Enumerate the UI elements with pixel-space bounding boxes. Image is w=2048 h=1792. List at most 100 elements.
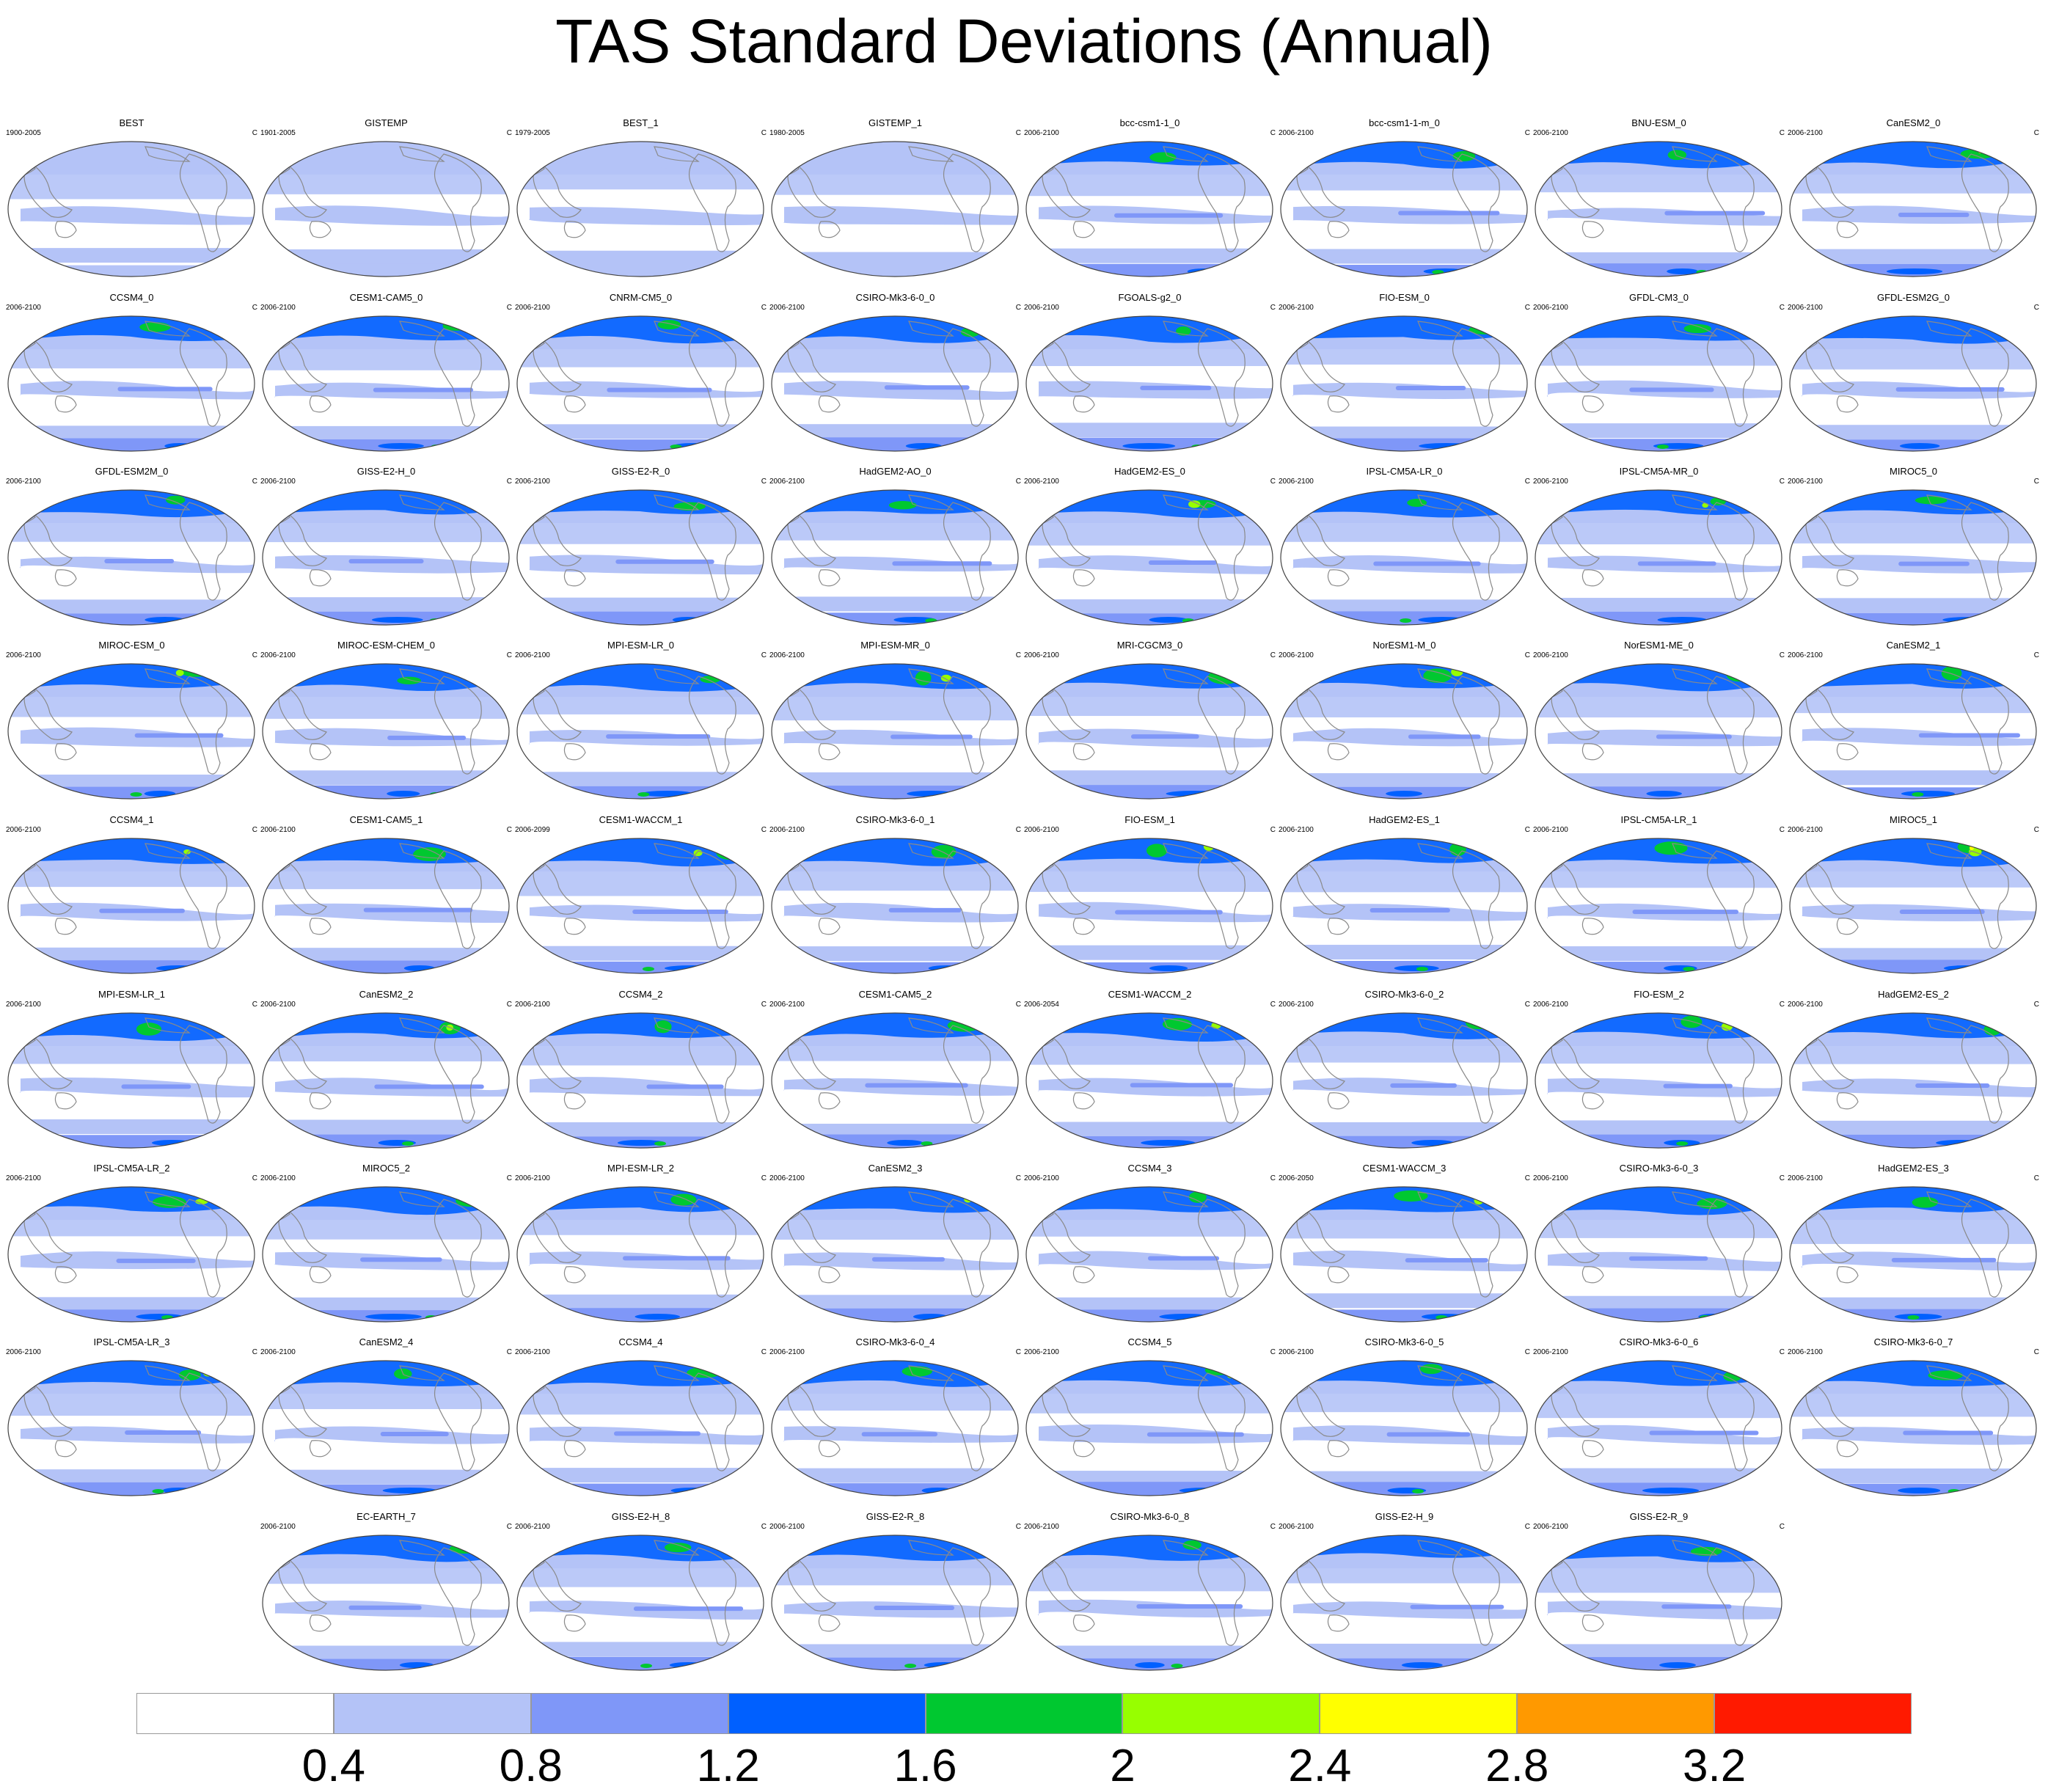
globe-map	[516, 663, 764, 800]
globe-map	[1280, 1535, 1528, 1671]
panel-title: GISS-E2-H_8	[611, 1511, 670, 1522]
panel-period: 1900-2005	[6, 129, 41, 137]
panel-period: 1980-2005	[769, 129, 805, 137]
colorbar	[136, 1693, 1912, 1734]
globe-map	[1280, 838, 1528, 974]
panel-period: 2006-2100	[260, 1348, 296, 1356]
panel-period: 2006-2100	[260, 826, 296, 834]
panel-title: HadGEM2-AO_0	[859, 466, 932, 477]
map-panel: 2006-2054 CESM1-WACCM_2 C	[1024, 989, 1276, 1150]
panel-period: 2006-2100	[1533, 1174, 1568, 1182]
panel-period: 2006-2100	[769, 304, 805, 312]
panel-period: 2006-2100	[1279, 129, 1314, 137]
map-panel: 2006-2100 GFDL-ESM2M_0 C	[6, 466, 257, 627]
globe-map	[262, 1012, 510, 1149]
panel-period: 2006-2100	[260, 651, 296, 659]
panel-title: MPI-ESM-LR_0	[607, 640, 675, 651]
map-panel: 2006-2100 CCSM4_0 C	[6, 292, 257, 453]
panel-period: 2006-2100	[6, 651, 41, 659]
globe-map	[771, 1360, 1019, 1496]
colorbar-segment	[530, 1693, 728, 1734]
panel-units: C	[252, 651, 257, 659]
panel-title: HadGEM2-ES_1	[1369, 814, 1440, 825]
globe-map	[262, 1360, 510, 1496]
panel-title: GFDL-ESM2G_0	[1877, 292, 1950, 303]
panel-title: HadGEM2-ES_3	[1878, 1163, 1949, 1174]
panel-units: C	[2033, 1348, 2039, 1356]
globe-map	[7, 663, 255, 800]
globe-map	[1535, 489, 1782, 626]
colorbar-label: 0.4	[301, 1741, 365, 1791]
panel-period: 2006-2100	[1533, 826, 1568, 834]
panel-period: 2006-2100	[515, 478, 550, 486]
panel-units: C	[1779, 826, 1785, 834]
panel-units: C	[1270, 1523, 1276, 1531]
globe-map	[771, 663, 1019, 800]
panel-units: C	[506, 1523, 512, 1531]
map-panel: 2006-2100 HadGEM2-ES_0 C	[1024, 466, 1276, 627]
panel-period: 2006-2100	[1024, 1174, 1059, 1182]
panel-title: GISS-E2-H_0	[356, 466, 416, 477]
panel-units: C	[506, 304, 512, 312]
panel-units: C	[1524, 651, 1530, 659]
panel-title: CNRM-CM5_0	[609, 292, 673, 303]
map-panel: 2006-2100 CanESM2_1 C	[1788, 640, 2039, 801]
panel-units: C	[761, 129, 767, 137]
panel-title: CSIRO-Mk3-6-0_3	[1619, 1163, 1699, 1174]
panel-units: C	[252, 304, 257, 312]
panel-units: C	[2033, 1001, 2039, 1009]
globe-map	[1789, 1186, 2037, 1323]
panel-units: C	[252, 1348, 257, 1356]
panel-units: C	[1524, 826, 1530, 834]
globe-map	[7, 1012, 255, 1149]
globe-map	[771, 141, 1019, 277]
panel-title: CanESM2_3	[868, 1163, 923, 1174]
map-panel: 2006-2099 CESM1-WACCM_1 C	[515, 814, 767, 976]
panel-units: C	[1524, 1001, 1530, 1009]
panel-title: FIO-ESM_2	[1634, 989, 1684, 1000]
map-panel: 2006-2100 MIROC-ESM_0 C	[6, 640, 257, 801]
panel-title: CSIRO-Mk3-6-0_6	[1619, 1336, 1699, 1347]
panel-units: C	[1779, 478, 1785, 486]
panel-period: 2006-2100	[1024, 1348, 1059, 1356]
panel-units: C	[1015, 651, 1021, 659]
panel-units: C	[1270, 304, 1276, 312]
map-panel: 2006-2100 NorESM1-ME_0 C	[1533, 640, 1785, 801]
panel-units: C	[1779, 1174, 1785, 1182]
panel-units: C	[1779, 129, 1785, 137]
panel-period: 2006-2100	[6, 1001, 41, 1009]
panel-title: CESM1-CAM5_1	[349, 814, 423, 825]
panel-units: C	[1270, 478, 1276, 486]
map-panel: 2006-2100 CSIRO-Mk3-6-0_1 C	[769, 814, 1021, 976]
globe-map	[771, 315, 1019, 452]
panel-title: CSIRO-Mk3-6-0_5	[1364, 1336, 1444, 1347]
panel-units: C	[2033, 1174, 2039, 1182]
panel-title: GFDL-CM3_0	[1629, 292, 1689, 303]
panel-units: C	[1270, 129, 1276, 137]
globe-map	[7, 1360, 255, 1496]
panel-period: 2006-2100	[1533, 1348, 1568, 1356]
panel-title: CanESM2_1	[1886, 640, 1941, 651]
colorbar-label: 1.6	[893, 1741, 957, 1791]
panel-units: C	[2033, 651, 2039, 659]
globe-map	[1535, 315, 1782, 452]
map-panel: 2006-2100 MPI-ESM-LR_1 C	[6, 989, 257, 1150]
globe-map	[771, 489, 1019, 626]
panel-period: 2006-2100	[769, 1348, 805, 1356]
map-panel: 2006-2100 MRI-CGCM3_0 C	[1024, 640, 1276, 801]
panel-units: C	[761, 1348, 767, 1356]
panel-units: C	[1779, 1348, 1785, 1356]
globe-map	[262, 315, 510, 452]
panel-title: GISS-E2-R_8	[866, 1511, 925, 1522]
colorbar-segment	[333, 1693, 531, 1734]
panel-units: C	[761, 651, 767, 659]
globe-map	[7, 141, 255, 277]
panel-period: 2006-2100	[1279, 1001, 1314, 1009]
panel-period: 2006-2100	[1279, 1348, 1314, 1356]
colorbar-segment	[1122, 1693, 1320, 1734]
globe-map	[516, 1360, 764, 1496]
panel-units: C	[1779, 304, 1785, 312]
globe-map	[1789, 141, 2037, 277]
panel-title: MIROC-ESM_0	[98, 640, 165, 651]
globe-map	[1025, 141, 1273, 277]
